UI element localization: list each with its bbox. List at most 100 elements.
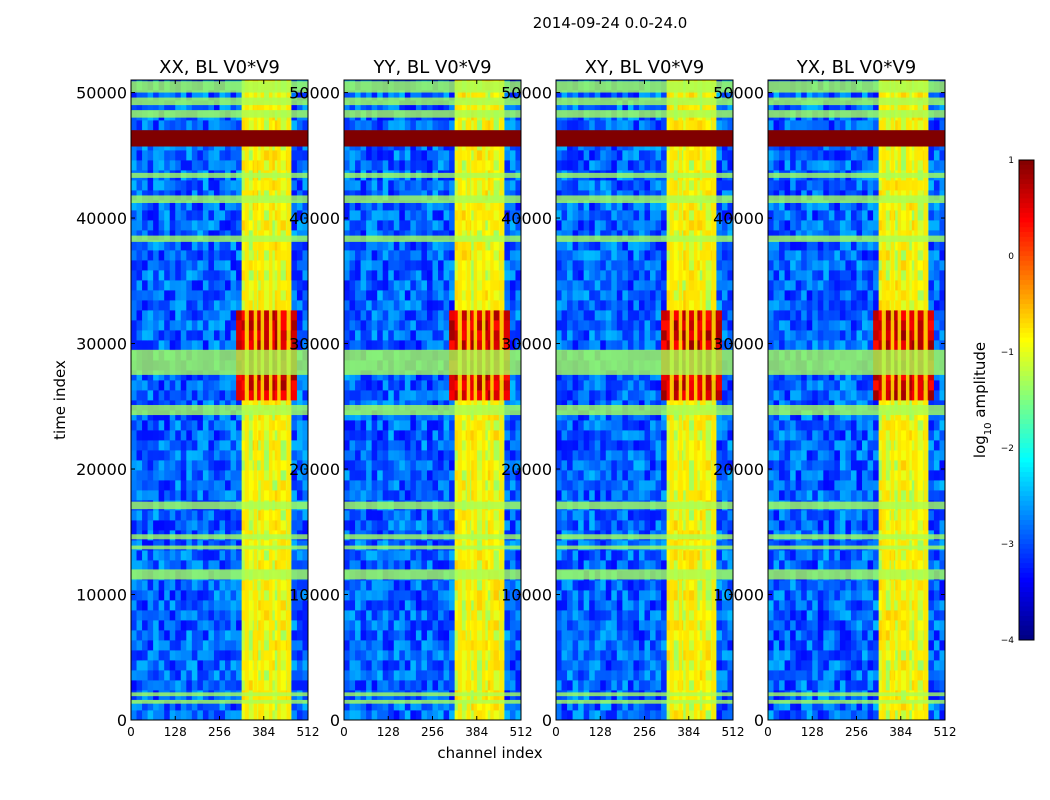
heatmap-cell — [136, 680, 143, 691]
heatmap-cell — [460, 100, 467, 111]
heatmap-cell — [600, 610, 607, 621]
heatmap-cell — [291, 150, 298, 161]
heatmap-cell — [219, 410, 226, 421]
heatmap-cell — [136, 390, 143, 401]
heatmap-cell — [186, 370, 193, 381]
heatmap-cell — [131, 700, 137, 711]
heatmap-cell — [213, 410, 220, 421]
y-tick-label: 10000 — [76, 586, 127, 605]
heatmap-cell — [388, 700, 395, 711]
heatmap-cell — [454, 190, 461, 201]
heatmap-cell — [164, 590, 171, 601]
heatmap-cell — [241, 680, 248, 691]
heatmap-cell — [355, 290, 361, 301]
heatmap-cell — [280, 200, 287, 211]
heatmap-cell — [213, 220, 220, 231]
heatmap-cell — [454, 560, 461, 571]
heatmap-cell — [661, 590, 668, 601]
heatmap-cell — [449, 290, 456, 301]
heatmap-cell — [460, 580, 467, 591]
heatmap-cell — [355, 470, 361, 481]
heatmap-cell — [186, 260, 193, 271]
heatmap-cell — [180, 320, 187, 331]
heatmap-cell — [371, 580, 378, 591]
heatmap-cell — [399, 580, 406, 591]
heatmap-cell — [153, 100, 160, 111]
heatmap-cell — [421, 190, 428, 201]
heatmap-cell — [650, 650, 656, 661]
heatmap-cell — [147, 300, 154, 311]
heatmap-cell — [175, 240, 182, 251]
heatmap-cell — [404, 90, 411, 101]
heatmap-cell — [567, 520, 573, 531]
heatmap-cell — [302, 490, 309, 501]
heatmap-cell — [302, 240, 309, 251]
heatmap-cell — [476, 120, 483, 131]
heatmap-cell — [296, 600, 303, 611]
heatmap-cell — [605, 520, 612, 531]
heatmap-cell — [136, 620, 143, 631]
heatmap-cell — [589, 540, 596, 551]
heatmap-cell — [175, 280, 182, 291]
heatmap-cell — [556, 630, 562, 641]
heatmap-cell — [443, 550, 450, 561]
heatmap-cell — [186, 310, 193, 321]
heatmap-cell — [504, 450, 511, 461]
heatmap-cell — [236, 190, 243, 201]
heatmap-cell — [349, 560, 356, 571]
heatmap-cell — [247, 520, 254, 531]
heatmap-cell — [131, 540, 137, 551]
heatmap-cell — [213, 280, 220, 291]
heatmap-cell — [197, 210, 204, 221]
heatmap-cell — [377, 310, 384, 321]
heatmap-cell — [509, 410, 516, 421]
heatmap-cell — [393, 680, 400, 691]
heatmap-cell — [393, 280, 400, 291]
heatmap-cell — [158, 380, 165, 391]
heatmap-cell — [594, 600, 601, 611]
heatmap-cell — [208, 560, 215, 571]
heatmap-cell — [208, 240, 215, 251]
heatmap-cell — [164, 490, 171, 501]
heatmap-cell — [236, 330, 243, 341]
heatmap-cell — [302, 370, 309, 381]
heatmap-cell — [504, 310, 511, 321]
heatmap-cell — [393, 580, 400, 591]
heatmap-cell — [280, 310, 287, 321]
heatmap-cell — [225, 460, 231, 471]
heatmap-cell — [600, 640, 607, 651]
heatmap-cell — [578, 670, 585, 681]
heatmap-cell — [393, 600, 400, 611]
heatmap-cell — [627, 640, 634, 651]
heatmap-cell — [515, 320, 522, 331]
heatmap-cell — [349, 240, 356, 251]
heatmap-cell — [377, 90, 384, 101]
heatmap-cell — [230, 590, 237, 601]
heatmap-cell — [393, 620, 400, 631]
heatmap-cell — [415, 90, 422, 101]
heatmap-cell — [180, 270, 187, 281]
heatmap-cell — [377, 320, 384, 331]
heatmap-cell — [158, 280, 165, 291]
heatmap-cell — [443, 590, 450, 601]
heatmap-cell — [721, 560, 728, 571]
heatmap-cell — [443, 340, 450, 351]
heatmap-cell — [131, 190, 137, 201]
heatmap-cell — [377, 190, 384, 201]
heatmap-cell — [241, 220, 248, 231]
heatmap-cell — [349, 120, 356, 131]
heatmap-cell — [426, 410, 433, 421]
heatmap-cell — [650, 710, 656, 721]
heatmap-cell — [509, 340, 516, 351]
heatmap-cell — [438, 450, 444, 461]
heatmap-cell — [627, 470, 634, 481]
heatmap-cell — [438, 660, 444, 671]
heatmap-cell — [296, 430, 303, 441]
heatmap-cell — [515, 410, 522, 421]
heatmap-cell — [377, 640, 384, 651]
heatmap-cell — [180, 190, 187, 201]
heatmap-cell — [404, 310, 411, 321]
heatmap-cell — [638, 540, 645, 551]
heatmap-cell — [236, 430, 243, 441]
heatmap-cell — [191, 670, 198, 681]
